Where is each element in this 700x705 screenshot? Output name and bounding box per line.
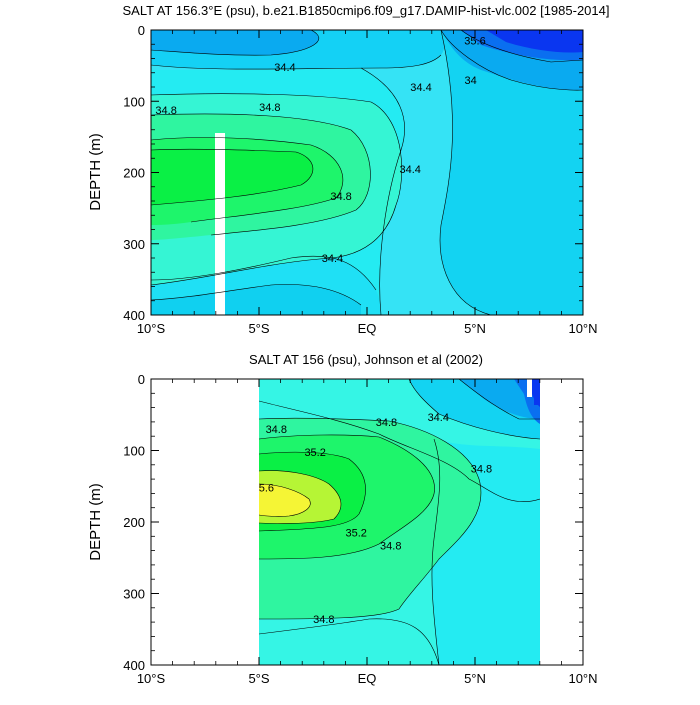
y-tick-label: 0 [138, 23, 145, 38]
x-tick-label: 10°S [137, 671, 166, 686]
contour-label: 34.8 [380, 541, 401, 553]
panel-observed-title: SALT AT 156 (psu), Johnson et al (2002) [249, 352, 483, 367]
x-tick-label: 5°N [464, 321, 486, 336]
x-tick-label: EQ [358, 671, 377, 686]
panel-observed-axes: 10°S 5°S EQ 5°N 10°N 0 100 200 300 400 [123, 372, 597, 686]
panel-model-ylabel: DEPTH (m) [87, 133, 104, 211]
x-tick-label: 10°N [568, 671, 597, 686]
x-tick-label: 10°S [137, 321, 166, 336]
panel-observed-ylabel: DEPTH (m) [87, 483, 104, 561]
x-tick-label: 5°S [248, 321, 269, 336]
y-tick-label: 200 [123, 515, 145, 530]
y-tick-label: 400 [123, 658, 145, 673]
contour-label: 34.8 [259, 102, 280, 114]
x-tick-label: 5°N [464, 671, 486, 686]
y-tick-label: 300 [123, 587, 145, 602]
contour-label: 34.8 [376, 417, 397, 429]
y-tick-label: 0 [138, 372, 145, 387]
contour-label: 35.6 [253, 483, 274, 495]
panel-model-plot-area: 35.6 34.4 34.4 34 34.8 34.8 34.8 34.4 34.4 [151, 30, 583, 315]
contour-label: 35.6 [464, 36, 485, 48]
contour-label: 35.2 [304, 447, 325, 459]
contour-label: 34.4 [410, 82, 431, 94]
contour-label: 34.4 [274, 62, 295, 74]
panel-observed-plot-area: 34.8 34.8 34.4 34.8 35.2 35.6 35.2 34.8 34.8 [253, 379, 540, 665]
panel-observed: SALT AT 156 (psu), Johnson et al (2002) [87, 352, 598, 686]
contour-label: 34.8 [266, 424, 287, 436]
y-tick-label: 300 [123, 237, 145, 252]
y-tick-label: 400 [123, 308, 145, 323]
y-tick-label: 200 [123, 166, 145, 181]
x-tick-label: 5°S [248, 671, 269, 686]
panel-model-contour-labels: 35.6 34.4 34.4 34 34.8 34.8 34.8 34.4 34.4 [155, 36, 485, 265]
contour-label: 34.8 [313, 614, 334, 626]
contour-label: 34 [465, 75, 477, 87]
contour-label: 34.8 [471, 463, 492, 475]
y-tick-label: 100 [123, 94, 145, 109]
y-tick-label: 100 [123, 444, 145, 459]
contour-label: 34.4 [399, 164, 420, 176]
contour-label: 34.8 [155, 105, 176, 117]
contour-label: 34.8 [330, 191, 351, 203]
panel-model-axes: 10°S 5°S EQ 5°N 10°N 0 100 200 300 400 [123, 23, 597, 336]
contour-label: 34.4 [322, 253, 343, 265]
x-tick-label: EQ [358, 321, 377, 336]
panel-model-title: SALT AT 156.3°E (psu), b.e21.B1850cmip6.… [123, 3, 610, 18]
contour-label: 34.4 [428, 412, 449, 424]
panel-model: SALT AT 156.3°E (psu), b.e21.B1850cmip6.… [87, 3, 609, 336]
panel-observed-contour-labels: 34.8 34.8 34.4 34.8 35.2 35.6 35.2 34.8 34.8 [253, 412, 492, 626]
contour-label: 35.2 [345, 528, 366, 540]
x-tick-label: 10°N [568, 321, 597, 336]
